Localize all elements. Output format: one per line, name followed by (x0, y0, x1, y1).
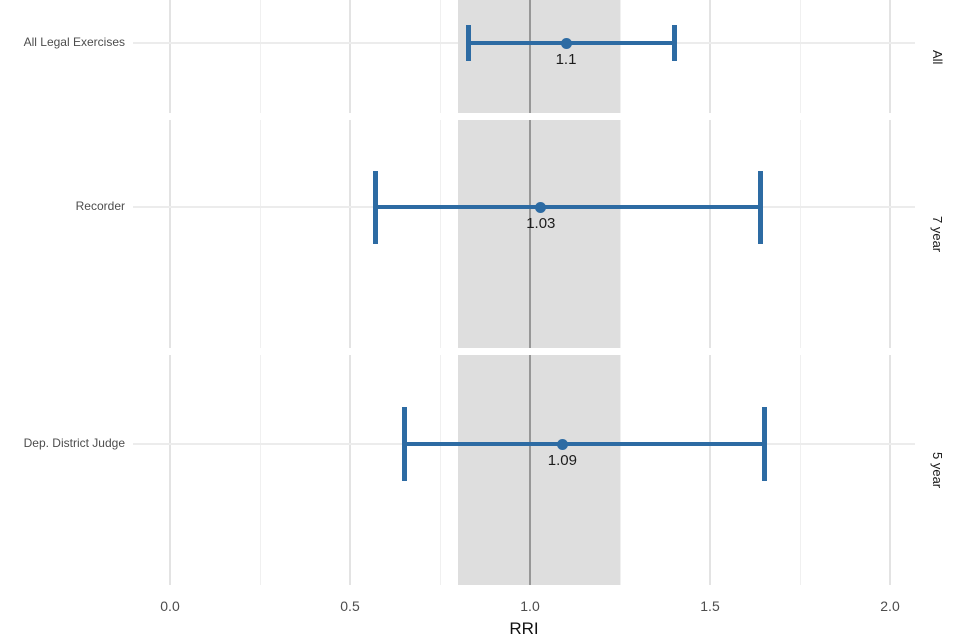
error-bar-line (404, 442, 764, 446)
gridline-minor-vertical (259, 355, 261, 585)
gridline-minor-vertical (619, 120, 621, 348)
gridline-major-vertical (709, 120, 711, 348)
gridline-minor-vertical (439, 0, 441, 113)
x-axis-tick-label: 1.0 (520, 598, 540, 614)
facet-panel: 1.03 (133, 120, 915, 348)
error-bar-cap-high (671, 25, 677, 61)
gridline-minor-vertical (259, 120, 261, 348)
gridline-minor-vertical (619, 0, 621, 113)
error-bar-line (375, 205, 761, 209)
reference-band (458, 0, 620, 113)
x-axis-tick-label: 1.5 (700, 598, 720, 614)
gridline-major-vertical (889, 120, 891, 348)
error-bar-cap-high (757, 170, 763, 244)
category-label: Recorder (75, 199, 125, 213)
gridline-major-vertical (889, 0, 891, 113)
gridline-minor-vertical (799, 355, 801, 585)
gridline-major-vertical (169, 120, 171, 348)
estimate-point (560, 37, 572, 49)
estimate-value-label: 1.1 (555, 51, 577, 68)
facet-strip-label: 7 year (930, 216, 945, 253)
gridline-major-vertical (709, 0, 711, 113)
facet-strip-label: 5 year (930, 452, 945, 489)
error-bar-cap-high (761, 407, 767, 481)
reference-line (528, 120, 532, 348)
gridline-major-vertical (709, 355, 711, 585)
reference-line (528, 355, 532, 585)
reference-band (458, 355, 620, 585)
gridline-minor-vertical (439, 355, 441, 585)
gridline-major-vertical (349, 355, 351, 585)
x-axis-title: RRI (509, 619, 539, 638)
category-label: All Legal Exercises (23, 35, 125, 49)
gridline-minor-vertical (259, 0, 261, 113)
reference-line (528, 0, 532, 113)
category-label: Dep. District Judge (23, 436, 125, 450)
error-bar-cap-low (372, 170, 378, 244)
estimate-value-label: 1.09 (547, 452, 577, 469)
gridline-major-vertical (169, 355, 171, 585)
gridline-minor-vertical (799, 120, 801, 348)
x-axis-tick-label: 2.0 (880, 598, 900, 614)
gridline-major-vertical (349, 120, 351, 348)
facet-panel: 1.09 (133, 355, 915, 585)
estimate-point (556, 438, 568, 450)
gridline-minor-vertical (799, 0, 801, 113)
x-axis-tick-label: 0.5 (340, 598, 360, 614)
reference-band (458, 120, 620, 348)
estimate-point (535, 201, 547, 213)
gridline-major-vertical (169, 0, 171, 113)
error-bar-cap-low (466, 25, 472, 61)
gridline-minor-vertical (619, 355, 621, 585)
facet-panel: 1.1 (133, 0, 915, 113)
facet-strip-label: All (930, 50, 945, 65)
estimate-value-label: 1.03 (526, 215, 556, 232)
error-bar-cap-low (401, 407, 407, 481)
x-axis-tick-label: 0.0 (160, 598, 180, 614)
gridline-major-vertical (349, 0, 351, 113)
gridline-minor-vertical (439, 120, 441, 348)
gridline-major-vertical (889, 355, 891, 585)
